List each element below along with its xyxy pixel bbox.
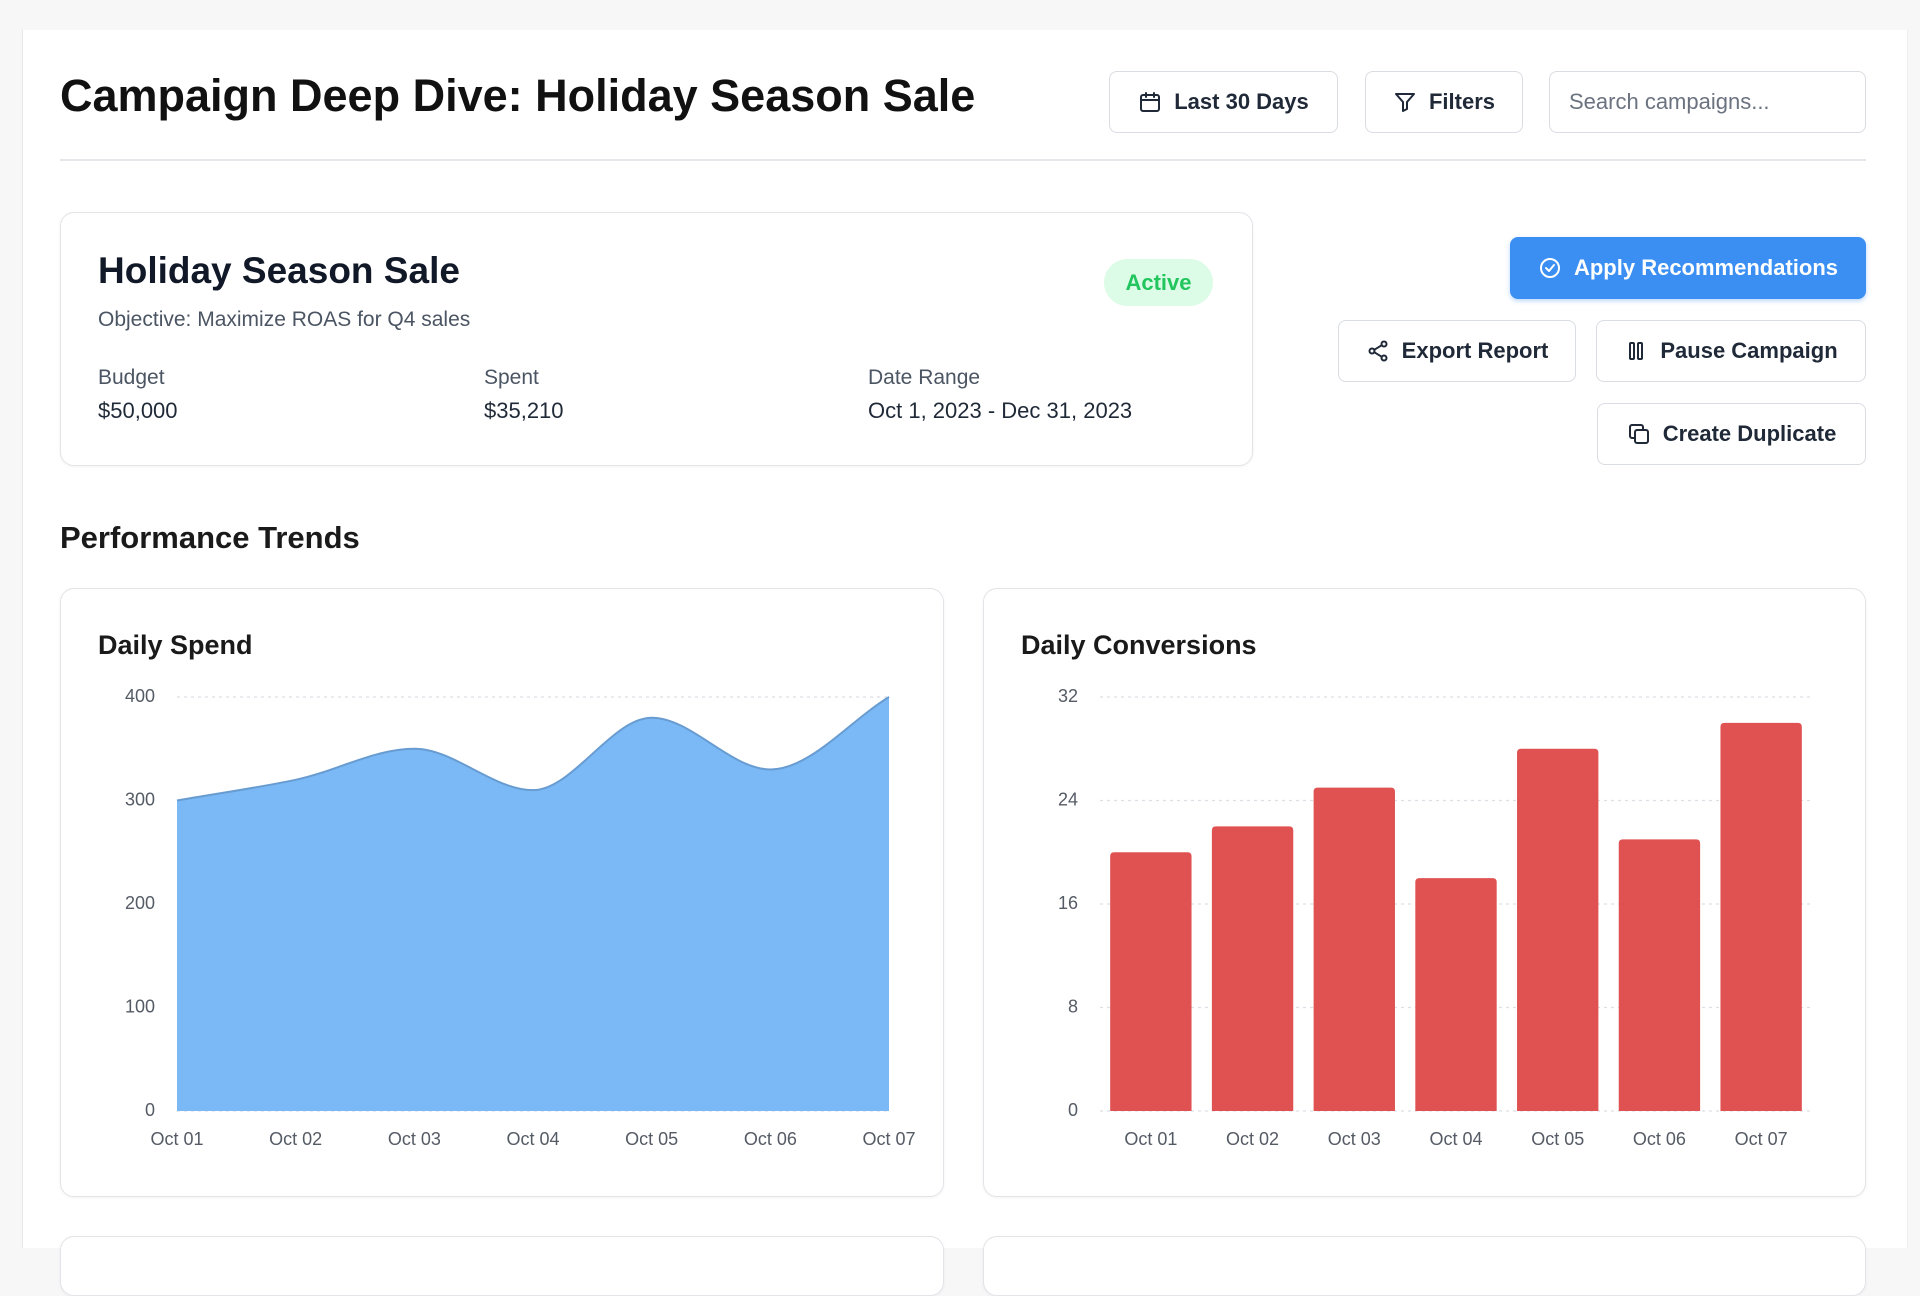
x-tick-label: Oct 05 [1531, 1129, 1584, 1149]
x-tick-label: Oct 06 [744, 1129, 797, 1149]
button-label: Export Report [1401, 338, 1549, 363]
x-tick-label: Oct 07 [1735, 1129, 1788, 1149]
y-tick-label: 24 [1058, 789, 1078, 809]
page-body: Campaign Deep Dive: Holiday Season Sale … [22, 30, 1908, 1296]
copy-icon [1628, 424, 1649, 444]
bar [1720, 722, 1802, 1111]
x-tick-label: Oct 06 [1633, 1129, 1686, 1149]
x-tick-label: Oct 03 [388, 1129, 441, 1149]
bar [1415, 878, 1497, 1111]
x-tick-label: Oct 04 [506, 1129, 559, 1149]
create-duplicate-button[interactable]: Create Duplicate [1597, 403, 1866, 465]
export-report-button[interactable]: Export Report [1338, 320, 1576, 382]
divider [60, 159, 1866, 161]
pause-icon [1629, 342, 1644, 360]
x-tick-label: Oct 01 [150, 1129, 203, 1149]
button-label: Apply Recommendations [1573, 255, 1839, 280]
pause-campaign-button[interactable]: Pause Campaign [1596, 320, 1866, 382]
page-title: Campaign Deep Dive: Holiday Season Sale [60, 70, 976, 121]
button-label: Create Duplicate [1662, 421, 1837, 446]
date-range-button[interactable]: Last 30 Days [1109, 71, 1338, 133]
y-tick-label: 32 [1058, 686, 1078, 706]
x-tick-label: Oct 01 [1124, 1129, 1177, 1149]
y-tick-label: 0 [145, 1100, 155, 1120]
y-tick-label: 16 [1058, 893, 1078, 913]
button-label: Last 30 Days [1174, 89, 1309, 114]
button-label: Filters [1428, 89, 1496, 114]
y-tick-label: 200 [125, 893, 155, 913]
x-tick-label: Oct 07 [862, 1129, 915, 1149]
chart-title: Daily Spend [98, 630, 253, 660]
status-badge: Active [1104, 259, 1213, 306]
apply-recommendations-button[interactable]: Apply Recommendations [1510, 237, 1866, 299]
y-tick-label: 8 [1068, 996, 1078, 1016]
chart-title: Daily Conversions [1021, 630, 1257, 660]
bar [1211, 826, 1294, 1111]
check-icon [1539, 258, 1560, 278]
bar [1110, 852, 1192, 1111]
search-placeholder: Search campaigns... [1569, 89, 1770, 114]
x-tick-label: Oct 02 [269, 1129, 322, 1149]
stat-value: $35,210 [484, 398, 564, 423]
y-tick-label: 400 [125, 686, 155, 706]
calendar-icon [1140, 92, 1161, 112]
filter-icon [1394, 93, 1415, 112]
x-tick-label: Oct 05 [625, 1129, 678, 1149]
filters-button[interactable]: Filters [1365, 71, 1523, 133]
charts: Daily Spend 0 100 200 300 400 Oct 01 Oct 02 Oct … [98, 630, 1812, 1149]
y-tick-label: 100 [125, 996, 155, 1016]
stat-label: Spent [484, 366, 539, 389]
bar [1313, 787, 1395, 1111]
stat-value: Oct 1, 2023 - Dec 31, 2023 [868, 398, 1133, 423]
campaign-name: Holiday Season Sale [98, 250, 460, 291]
section-title: Performance Trends [60, 520, 360, 555]
stat-label: Budget [98, 366, 165, 389]
x-tick-label: Oct 02 [1226, 1129, 1279, 1149]
campaign-objective: Objective: Maximize ROAS for Q4 sales [98, 308, 471, 331]
stat-value: $50,000 [98, 398, 178, 423]
y-tick-label: 0 [1068, 1100, 1078, 1120]
bar [1618, 839, 1701, 1111]
area-line [176, 696, 890, 802]
x-tick-label: Oct 03 [1328, 1129, 1381, 1149]
search-input[interactable]: Search campaigns... [1549, 71, 1866, 133]
y-tick-label: 300 [125, 789, 155, 809]
campaign-card [60, 212, 1253, 466]
bar [1517, 748, 1599, 1111]
x-tick-label: Oct 04 [1429, 1129, 1482, 1149]
area [177, 697, 889, 1111]
button-label: Pause Campaign [1660, 338, 1838, 363]
share-icon [1368, 340, 1388, 362]
stat-label: Date Range [868, 366, 981, 389]
